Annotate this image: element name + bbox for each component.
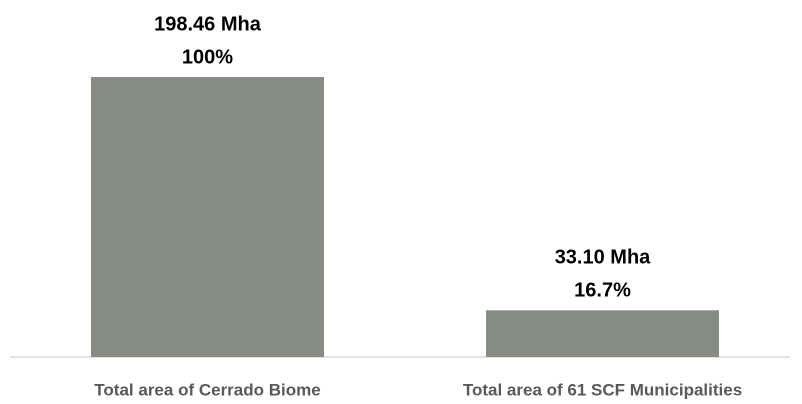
x-tick-label: Total area of Cerrado Biome (94, 380, 320, 399)
bar (486, 310, 719, 357)
value-label: 33.10 Mha (555, 247, 651, 269)
bar (91, 77, 324, 357)
x-tick-label: Total area of 61 SCF Municipalities (463, 380, 742, 399)
share-label: 16.7% (574, 280, 631, 302)
share-label: 100% (182, 46, 233, 68)
value-label: 198.46 Mha (154, 13, 262, 35)
